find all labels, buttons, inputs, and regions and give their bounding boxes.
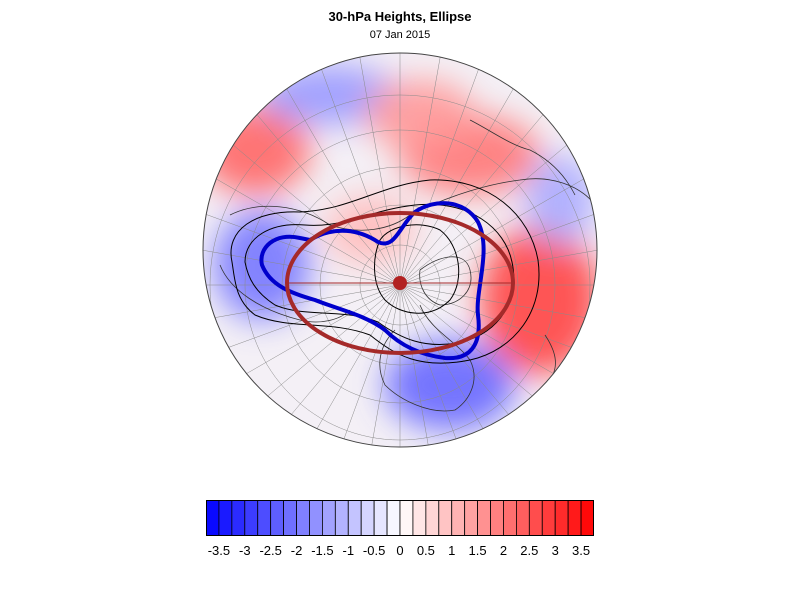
cold-greenland bbox=[525, 155, 595, 245]
meridian-line bbox=[399, 284, 446, 447]
cold-north-america bbox=[385, 340, 515, 430]
colorbar-tick-label: 3 bbox=[551, 543, 559, 558]
meridian-line bbox=[399, 284, 490, 447]
colorbar-tick-label: 1 bbox=[448, 543, 456, 558]
colorbar-bin bbox=[438, 500, 453, 536]
colorbar-tick-label: 3.5 bbox=[572, 543, 591, 558]
map-subtitle: 07 Jan 2015 bbox=[369, 29, 431, 41]
colorbar-bin bbox=[425, 500, 440, 536]
colorbar-bin bbox=[490, 500, 504, 536]
globe-outline bbox=[202, 52, 598, 448]
height-contour bbox=[230, 179, 540, 364]
colorbar-bin bbox=[206, 500, 220, 536]
colorbar-bin bbox=[580, 500, 594, 536]
colorbar-bin bbox=[257, 500, 272, 536]
map-title: 30-hPa Heights, Ellipse bbox=[328, 9, 472, 24]
meridian-line bbox=[399, 284, 531, 447]
meridian-line bbox=[203, 284, 401, 331]
meridian-line bbox=[232, 284, 401, 447]
colorbar-bin bbox=[373, 500, 388, 536]
meridian-line bbox=[399, 53, 490, 286]
colorbar-bin bbox=[567, 500, 582, 536]
colorbar-bin bbox=[386, 500, 401, 536]
colorbar-border bbox=[206, 500, 594, 536]
colorbar-bar bbox=[206, 500, 594, 536]
colorbar-tick-label: -2.5 bbox=[259, 543, 282, 558]
meridian-line bbox=[399, 59, 531, 286]
colorbar-tick-label: 2 bbox=[499, 543, 508, 558]
meridian-line bbox=[203, 117, 401, 286]
meridian-line bbox=[269, 59, 401, 286]
colorbar-bin bbox=[244, 500, 259, 536]
meridian-line bbox=[399, 53, 446, 286]
colorbar-tick-label: 0 bbox=[396, 543, 404, 558]
colorbar-tick-label: -2 bbox=[290, 543, 303, 558]
coastline-greenland bbox=[419, 256, 472, 306]
colorbar-bin bbox=[322, 500, 336, 536]
colorbar-bin bbox=[412, 500, 427, 536]
colorbar-bin bbox=[334, 500, 349, 536]
meridian-line bbox=[399, 195, 597, 286]
colorbar-bin bbox=[554, 500, 569, 536]
vortex-centroid bbox=[393, 276, 407, 290]
colorbar-bin bbox=[296, 500, 310, 536]
colorbar-tick-label: -0.5 bbox=[362, 543, 386, 558]
meridian-line bbox=[310, 284, 401, 447]
colorbar-bin bbox=[360, 500, 375, 536]
colorbar-tick-label: -3.5 bbox=[207, 543, 231, 558]
vortex-edge-contour bbox=[259, 201, 486, 361]
meridian-line bbox=[399, 284, 597, 375]
warm-central-asia bbox=[365, 80, 475, 150]
colorbar-bin bbox=[218, 500, 233, 536]
meridian-line bbox=[203, 239, 401, 286]
coastline-europe bbox=[219, 264, 351, 323]
meridian-line bbox=[399, 117, 597, 286]
height-contour bbox=[374, 224, 460, 314]
colorbar-tick-label: -3 bbox=[239, 543, 251, 558]
coastline-asia-east bbox=[469, 119, 576, 196]
colorbar-tick-label: -1.5 bbox=[311, 543, 334, 558]
colorbar-tick-label: -1 bbox=[342, 543, 355, 558]
colorbar-tick-label: 0.5 bbox=[416, 543, 435, 558]
colorbar-bin bbox=[541, 500, 556, 536]
colorbar-bin bbox=[399, 500, 414, 536]
colorbar-bin bbox=[528, 500, 543, 536]
colorbar-bin bbox=[464, 500, 478, 536]
colorbar-bin bbox=[477, 500, 491, 536]
meridian-line bbox=[399, 239, 597, 286]
colorbar-bin bbox=[451, 500, 466, 536]
colorbar-bin bbox=[503, 500, 517, 536]
colorbar-bin bbox=[270, 500, 284, 536]
meridian-line bbox=[203, 284, 401, 375]
colorbar-tick-label: 2.5 bbox=[520, 543, 539, 558]
colorbar-bin bbox=[309, 500, 323, 536]
colorbar-bin bbox=[347, 500, 362, 536]
meridian-line bbox=[232, 85, 401, 286]
colorbar-bin bbox=[231, 500, 246, 536]
meridian-line bbox=[354, 284, 401, 447]
meridian-line bbox=[399, 284, 597, 331]
colorbar-bin bbox=[515, 500, 530, 536]
meridian-line bbox=[399, 85, 568, 286]
colorbar-tick-label: 1.5 bbox=[468, 543, 487, 558]
colorbar-bin bbox=[283, 500, 297, 536]
